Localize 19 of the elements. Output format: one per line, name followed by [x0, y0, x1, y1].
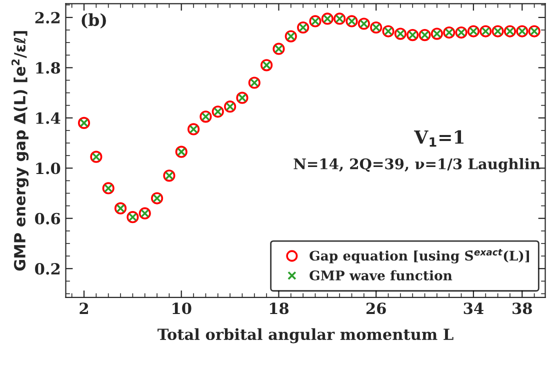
annotation: V$_{1}$=1 [414, 130, 464, 147]
x-tick-label: 38 [512, 302, 532, 314]
x-tick-label: 2 [80, 302, 88, 314]
y-tick-label: 1.8 [36, 62, 60, 74]
x-tick-label: 18 [270, 302, 289, 314]
y-tick-label: 0.2 [35, 263, 60, 275]
legend-label: GMP wave function [310, 270, 452, 280]
legend-label: Gap equation [using S̄$^{exact}$(L)] [310, 248, 529, 264]
y-tick-label: 0.6 [35, 212, 60, 224]
y-tick-label: 1.0 [36, 162, 60, 174]
annotation: N=14, 2Q=39, ν=1/3 Laughlin [294, 158, 540, 172]
y-tick-label: 2.2 [35, 12, 60, 24]
y-axis-title: GMP energy gap Δ(L) [e$^{2}$/εℓ] [12, 31, 29, 271]
annotation: (b) [82, 13, 106, 28]
y-tick-label: 1.4 [36, 112, 60, 124]
x-tick-label: 26 [366, 302, 386, 314]
x-axis-title: Total orbital angular momentum L [158, 328, 454, 344]
x-tick-label: 10 [172, 302, 192, 314]
x-tick-label: 34 [464, 302, 484, 314]
